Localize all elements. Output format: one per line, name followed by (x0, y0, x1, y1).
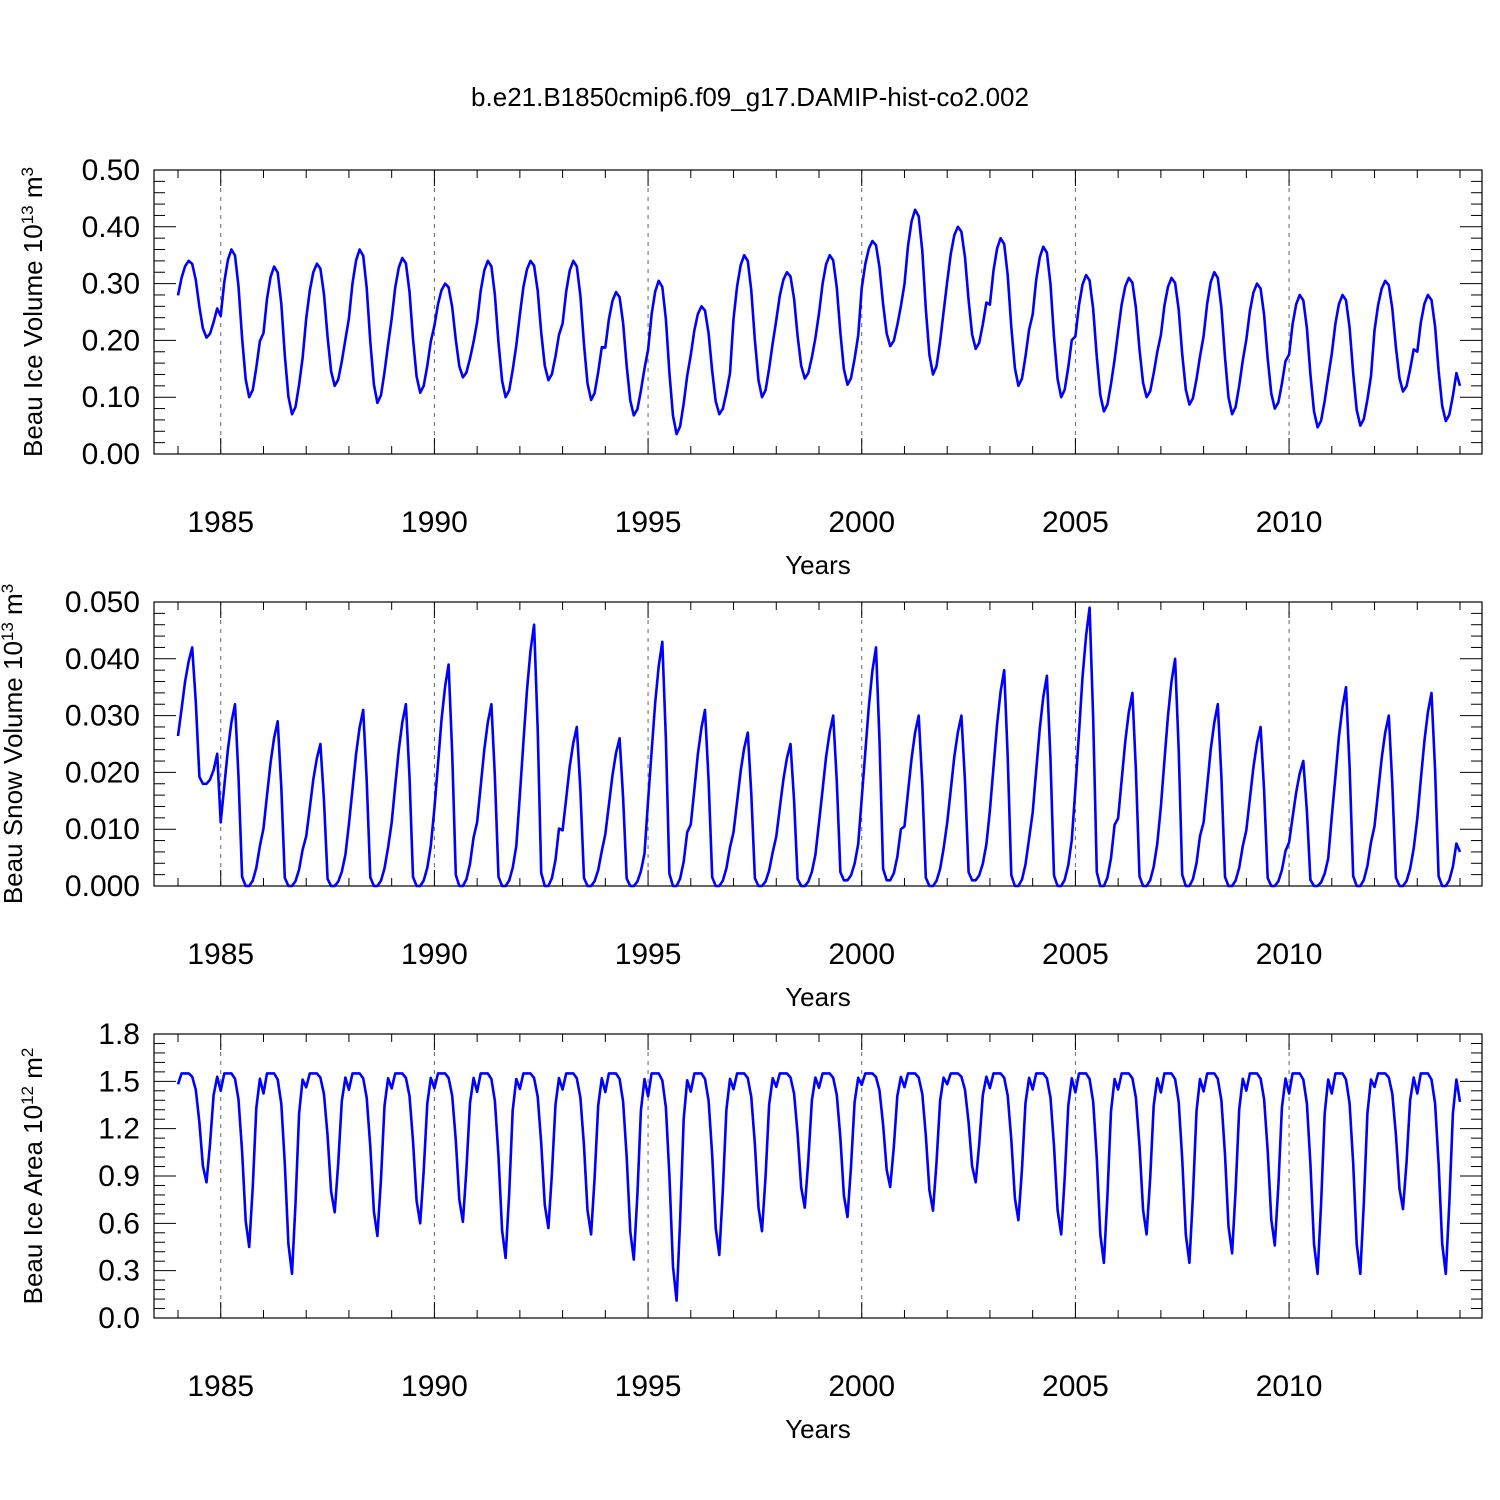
x-tick-label: 1990 (401, 506, 468, 539)
y-tick-label: 0.6 (98, 1207, 140, 1240)
y-axis-label-text: Beau Ice Area 10 (18, 1105, 48, 1304)
plot-frame (153, 1033, 1483, 1319)
y-tick-label: 0.050 (65, 586, 140, 619)
y-axis-label-unit: m (18, 1057, 48, 1086)
y-axis-label-exponent: 12 (18, 1086, 37, 1105)
y-tick-label: 0.9 (98, 1160, 140, 1193)
x-tick-label: 1995 (615, 938, 682, 971)
plot-frame (153, 601, 1483, 887)
x-tick-label: 1990 (401, 938, 468, 971)
y-axis-label-text: Beau Snow Volume 10 (0, 641, 28, 904)
x-axis-label: Years (785, 982, 851, 1012)
y-axis-label-unit: m (18, 176, 48, 205)
x-tick-label: 2010 (1256, 1370, 1323, 1403)
y-tick-label: 0.010 (65, 813, 140, 846)
y-tick-label: 0.000 (65, 870, 140, 903)
y-tick-label: 1.5 (98, 1065, 140, 1098)
y-axis-label-exponent: 13 (18, 205, 37, 224)
x-tick-label: 2000 (828, 1370, 895, 1403)
x-tick-label: 1995 (615, 1370, 682, 1403)
y-tick-label: 0.50 (82, 154, 140, 187)
y-tick-label: 0.0 (98, 1302, 140, 1335)
y-axis-label: Beau Ice Volume 1013 m3 (18, 167, 49, 457)
y-tick-label: 0.20 (82, 324, 140, 357)
series-line (176, 1072, 1462, 1302)
y-axis-label: Beau Snow Volume 1013 m3 (0, 584, 28, 904)
y-axis-label-text: Beau Ice Volume 10 (18, 224, 48, 457)
x-tick-label: 1990 (401, 1370, 468, 1403)
x-axis-label: Years (785, 1414, 851, 1444)
x-tick-label: 2005 (1042, 938, 1109, 971)
y-axis-label-unit: m (0, 593, 28, 622)
series-line (176, 208, 1462, 436)
x-tick-label: 2005 (1042, 506, 1109, 539)
y-tick-label: 0.030 (65, 700, 140, 733)
figure-title: b.e21.B1850cmip6.f09_g17.DAMIP-hist-co2.… (471, 82, 1029, 112)
y-axis-label-unit-exponent: 2 (18, 1048, 37, 1057)
y-tick-label: 0.040 (65, 643, 140, 676)
chart-panel-3: 0.0 0.3 0.6 0.9 1.2 1.5 1.8 1985 1990 1995 2000 200… (18, 1018, 1483, 1444)
y-tick-label: 0.020 (65, 756, 140, 789)
x-tick-label: 2010 (1256, 506, 1323, 539)
plot-frame (153, 169, 1483, 455)
y-axis-label-exponent: 13 (0, 622, 17, 641)
y-tick-label: 0.10 (82, 381, 140, 414)
y-tick-label: 1.8 (98, 1018, 140, 1051)
x-tick-label: 1985 (187, 1370, 254, 1403)
x-tick-label: 1995 (615, 506, 682, 539)
y-tick-label: 0.40 (82, 211, 140, 244)
x-tick-label: 2000 (828, 506, 895, 539)
x-tick-label: 2000 (828, 938, 895, 971)
x-tick-label: 1985 (187, 506, 254, 539)
y-tick-label: 1.2 (98, 1113, 140, 1146)
x-tick-label: 2005 (1042, 1370, 1109, 1403)
chart-panel-1: 0.00 0.10 0.20 0.30 0.40 0.50 1985 1990 1995 2000… (18, 154, 1483, 580)
x-axis-label: Years (785, 550, 851, 580)
y-tick-label: 0.3 (98, 1255, 140, 1288)
chart-panel-2: 0.000 0.010 0.020 0.030 0.040 0.050 1985 1990 19… (0, 584, 1483, 1012)
y-tick-label: 0.00 (82, 438, 140, 471)
y-axis-label: Beau Ice Area 1012 m2 (18, 1048, 49, 1305)
y-axis-label-unit-exponent: 3 (0, 584, 17, 593)
series-line (176, 606, 1462, 888)
y-tick-label: 0.30 (82, 268, 140, 301)
y-axis-label-unit-exponent: 3 (18, 167, 37, 176)
x-tick-label: 2010 (1256, 938, 1323, 971)
x-tick-label: 1985 (187, 938, 254, 971)
